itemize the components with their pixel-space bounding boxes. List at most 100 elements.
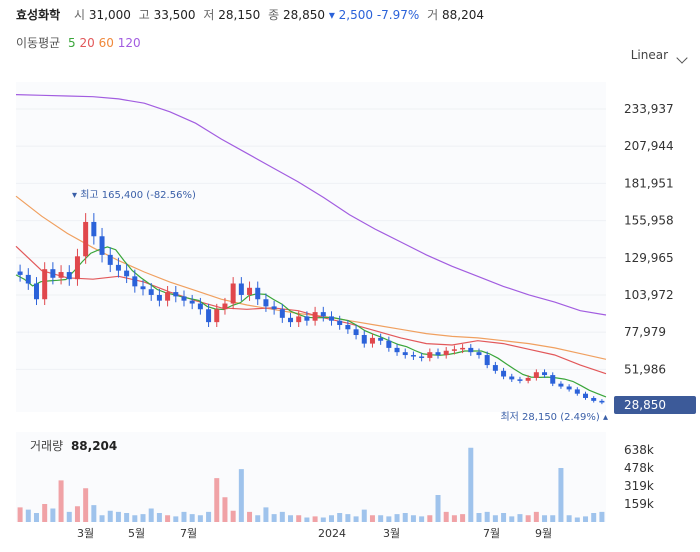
current-price-tag: 28,850: [624, 398, 666, 412]
volume-bar: [288, 515, 294, 522]
candle-body: [214, 309, 220, 323]
candle-body: [279, 309, 285, 318]
ma120-line: [15, 94, 607, 316]
price-axis-label: 207,944: [624, 139, 674, 153]
high-value: 33,500: [153, 8, 196, 22]
price-axis-label: 103,972: [624, 288, 674, 302]
volume-bar: [304, 517, 310, 522]
volume-bar: [558, 468, 564, 522]
volume-bar: [369, 515, 375, 522]
candle-body: [378, 337, 384, 341]
ma-legend-item-60[interactable]: 60: [98, 36, 114, 50]
volume-bar: [50, 508, 56, 522]
volume-bar: [66, 511, 72, 522]
scale-selector-label[interactable]: Linear: [630, 48, 668, 62]
volume-bar: [197, 515, 203, 522]
candle-body: [17, 271, 23, 275]
candle-body: [288, 317, 294, 323]
candle-body: [525, 377, 531, 381]
candle-body: [66, 272, 72, 280]
candle-body: [296, 316, 302, 323]
volume-bar: [238, 469, 244, 522]
volume-bar: [99, 515, 105, 522]
volume-bar: [91, 505, 97, 522]
x-axis-label: 3월: [383, 527, 400, 540]
volume-bar: [574, 517, 580, 522]
candle-body: [361, 335, 367, 344]
volume-axis-label: 478k: [624, 461, 654, 475]
volume-bar: [312, 516, 318, 522]
candle-body: [206, 309, 212, 323]
candle-body: [156, 294, 162, 301]
candle-body: [140, 286, 146, 290]
candle-body: [533, 372, 539, 378]
candle-body: [230, 283, 236, 304]
ma-legend-item-20[interactable]: 20: [79, 36, 95, 50]
x-axis-label: 7월: [483, 527, 500, 540]
volume-bar: [410, 515, 416, 522]
volume-bar: [394, 514, 400, 522]
ma-legend-item-5[interactable]: 5: [68, 36, 76, 50]
volume-bar: [115, 511, 121, 522]
volume-bar: [107, 510, 113, 522]
candle-body: [402, 352, 408, 356]
volume-bar: [484, 511, 490, 522]
price-axis-label: 181,951: [624, 176, 674, 190]
x-axis-label: 9월: [535, 527, 552, 540]
volume-bar: [17, 507, 23, 522]
price-axis-label: 233,937: [624, 102, 674, 116]
volume-panel-bg: [16, 432, 606, 522]
candle-body: [574, 389, 580, 394]
volume-value: 88,204: [442, 8, 484, 22]
candle-body: [410, 355, 416, 357]
volume-bar: [271, 514, 277, 522]
volume-bar: [83, 488, 89, 522]
volume-bar: [165, 515, 171, 522]
candle-body: [599, 400, 605, 403]
candle-body: [369, 337, 375, 344]
candle-body: [591, 397, 597, 401]
price-axis-label: 51,986: [624, 362, 666, 376]
candle-body: [476, 352, 482, 356]
volume-bar: [247, 511, 253, 522]
candle-body: [58, 272, 64, 278]
volume-bar: [599, 511, 605, 522]
volume-bar: [435, 495, 441, 522]
volume-title: 거래량 88,204: [30, 437, 117, 454]
price-axis-label: 77,979: [624, 325, 666, 339]
volume-bar: [320, 517, 326, 522]
candle-body: [91, 221, 97, 237]
volume-bar: [451, 515, 457, 522]
candle-body: [386, 340, 392, 348]
candle-body: [304, 316, 310, 321]
volume-bar: [353, 516, 359, 522]
stock-name[interactable]: 효성화학: [16, 8, 61, 22]
candle-body: [583, 393, 589, 398]
volume-bar: [25, 509, 31, 522]
candle-body: [394, 347, 400, 353]
candle-body: [42, 269, 48, 300]
candle-body: [517, 379, 523, 381]
candle-body: [173, 292, 179, 297]
volume-bar: [419, 516, 425, 522]
volume-bar: [181, 511, 187, 522]
volume-bar: [124, 513, 130, 522]
quote-header: 효성화학 시 31,000 고 33,500 저 28,150 종 28,850…: [16, 6, 484, 23]
candle-body: [189, 300, 195, 304]
volume-bar: [402, 513, 408, 522]
volume-bar: [74, 506, 80, 522]
candle-body: [345, 324, 351, 330]
volume-bar: [443, 511, 449, 522]
candle-body: [50, 269, 56, 278]
volume-bar: [533, 511, 539, 522]
candle-body: [419, 356, 425, 358]
volume-bar: [156, 513, 162, 522]
candle-body: [509, 376, 515, 380]
ma-legend-item-120[interactable]: 120: [117, 36, 141, 50]
candle-body: [165, 292, 171, 301]
x-axis-label: 3월: [77, 527, 94, 540]
volume-bar: [542, 515, 548, 522]
volume-bar: [591, 513, 597, 522]
open-value: 31,000: [88, 8, 131, 22]
